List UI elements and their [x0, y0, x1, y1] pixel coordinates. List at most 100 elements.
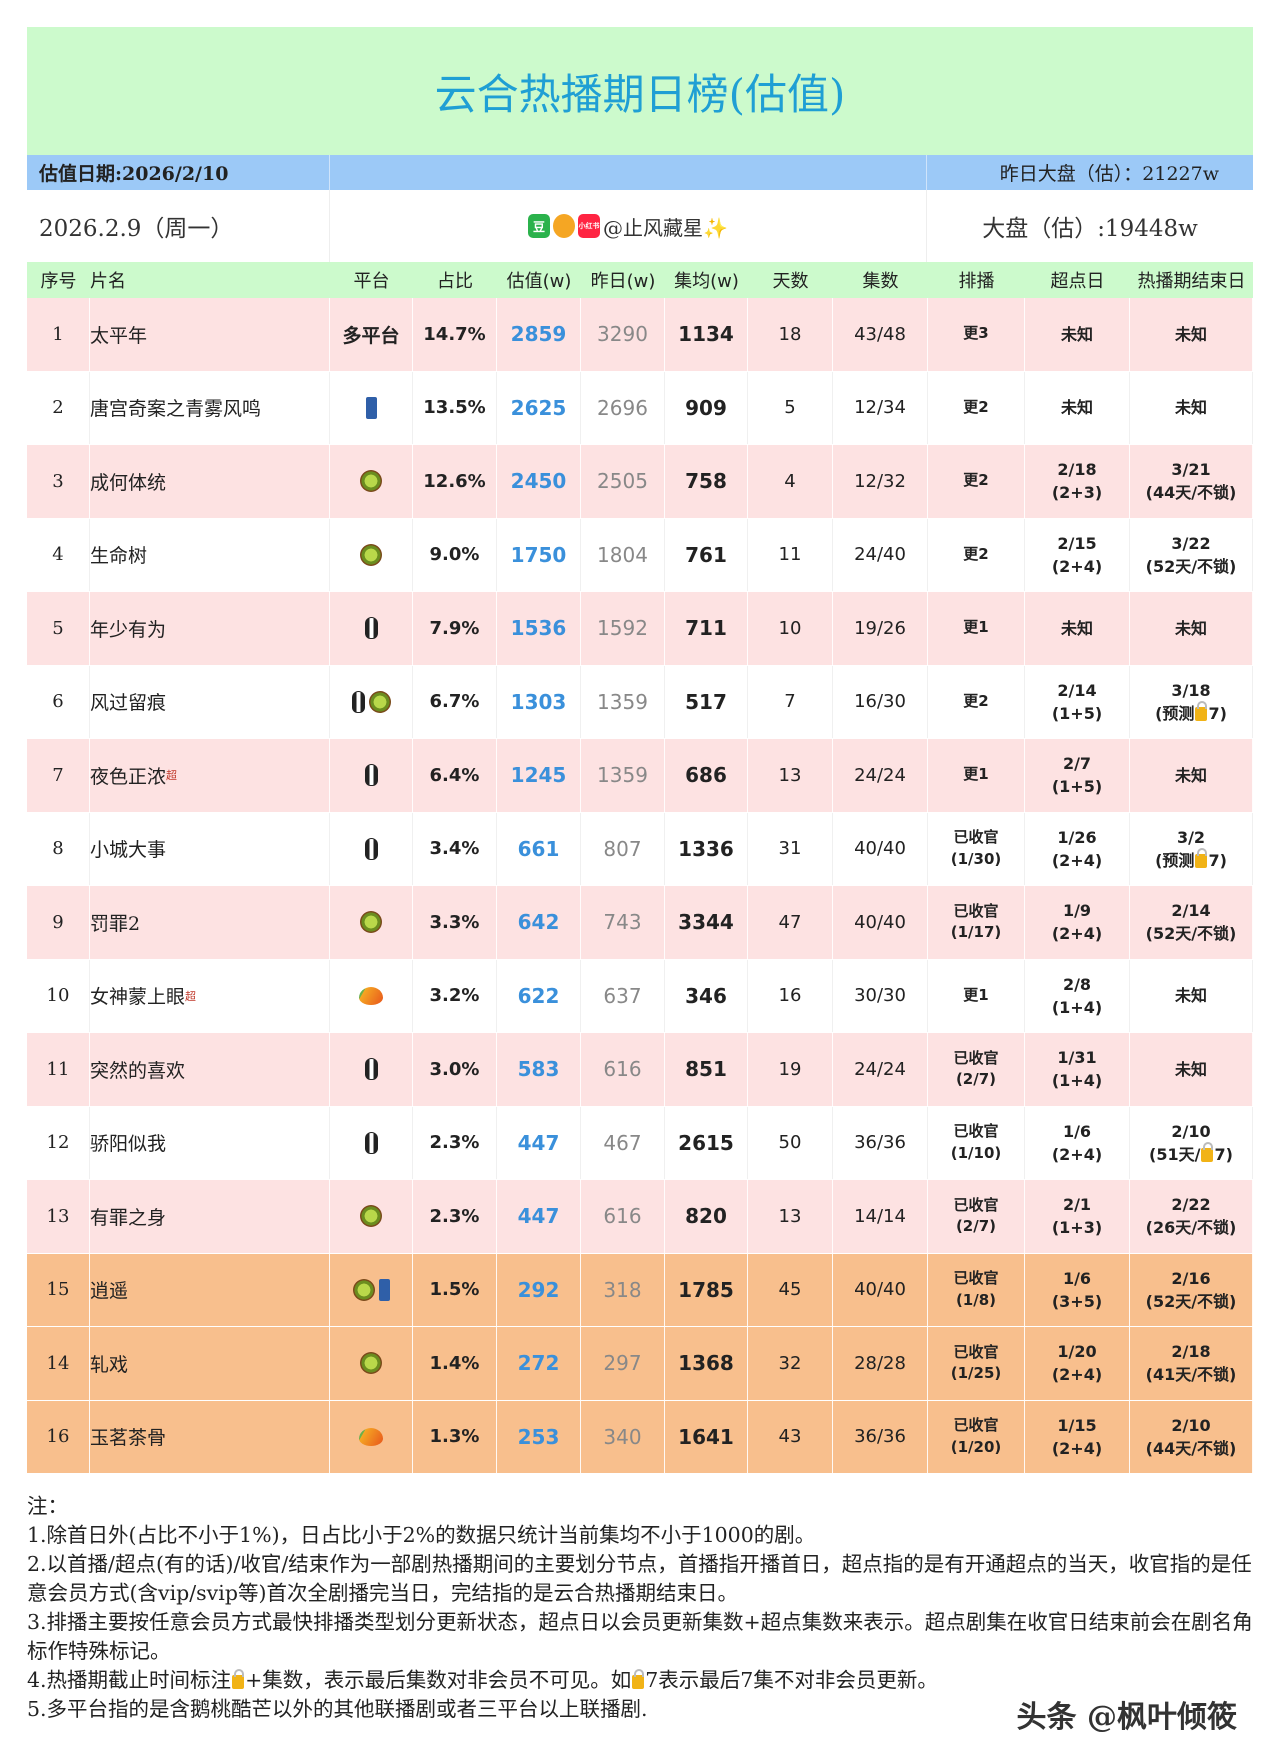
table-row: 12 骄阳似我 2.3% 447 467 2615 50 36/36 已收官 (1/10) 1/6 (…	[27, 1106, 1253, 1180]
value-cell: 642	[497, 886, 581, 959]
super-cell: 2/15 (2+4)	[1025, 518, 1130, 591]
show-title: 成何体统	[90, 471, 167, 494]
yesterday-cell: 2505	[581, 445, 665, 518]
schedule-cell: 已收官 (1/25)	[928, 1327, 1025, 1400]
show-title: 年少有为	[90, 618, 167, 641]
value-cell: 1245	[497, 739, 581, 812]
platform-cell	[330, 371, 413, 444]
table-row: 6 风过留痕 6.7% 1303 1359 517 7 16/30 更2 2/14 (1+5) 3/1…	[27, 665, 1253, 739]
super-line: (2+4)	[1051, 924, 1103, 944]
header-rank: 序号	[40, 271, 77, 292]
rank-cell: 4	[27, 518, 90, 591]
platform-cell: 多平台	[330, 298, 413, 371]
super-line: 1/15	[1057, 1415, 1097, 1435]
super-line: 未知	[1060, 398, 1093, 418]
jeans-icon	[378, 1278, 390, 1301]
kiwi-icon	[368, 690, 391, 713]
penguin-icon	[364, 1131, 378, 1154]
eps-cell: 24/40	[833, 518, 928, 591]
super-line: 2/7	[1062, 754, 1092, 774]
eps-cell: 12/32	[833, 445, 928, 518]
show-title: 小城大事	[90, 839, 167, 862]
note-line: 3.排播主要按任意会员方式最快排播类型划分更新状态，超点日以会员更新集数+超点集…	[27, 1610, 1253, 1663]
rank-cell: 8	[27, 812, 90, 885]
show-title: 轧戏	[90, 1353, 129, 1376]
super-line: 1/26	[1057, 827, 1097, 847]
end-line: 未知	[1174, 986, 1207, 1006]
kiwi-icon	[360, 1352, 382, 1375]
schedule-cell: 更2	[928, 665, 1025, 738]
share-cell: 3.3%	[413, 886, 497, 959]
end-line: (52天/不锁)	[1145, 556, 1237, 576]
super-line: (1+5)	[1051, 703, 1103, 723]
super-cell: 2/7 (1+5)	[1025, 739, 1130, 812]
yesterday-cell: 616	[581, 1180, 665, 1253]
show-title: 风过留痕	[90, 692, 167, 715]
title-cell: 逍遥	[90, 1253, 330, 1326]
kiwi-icon	[360, 470, 382, 493]
title-cell: 夜色正浓超	[90, 739, 330, 812]
table-row: 10 女神蒙上眼超 3.2% 622 637 346 16 30/30 更1 2/8 (1+4) 未知	[27, 959, 1253, 1033]
schedule-cell: 已收官 (2/7)	[928, 1180, 1025, 1253]
yesterday-cell: 340	[581, 1400, 665, 1473]
end-cell: 3/22 (52天/不锁)	[1130, 518, 1253, 591]
end-line: 未知	[1174, 324, 1207, 344]
schedule-cell: 已收官 (1/30)	[928, 812, 1025, 885]
days-cell: 13	[748, 739, 833, 812]
avg-cell: 761	[665, 518, 748, 591]
show-title: 突然的喜欢	[90, 1059, 186, 1082]
header-share: 占比	[437, 271, 473, 292]
end-line: 2/10	[1171, 1121, 1211, 1141]
platform-cell	[330, 1253, 413, 1326]
show-title: 罚罪2	[90, 912, 141, 935]
platform-cell	[330, 1033, 413, 1106]
table-row: 1 太平年 多平台 14.7% 2859 3290 1134 18 43/48 更3 未知 未知	[27, 298, 1253, 372]
end-line: (52天/不锁)	[1145, 1291, 1237, 1311]
kiwi-icon	[360, 543, 382, 566]
yesterday-cell: 743	[581, 886, 665, 959]
end-line: (26天/不锁)	[1145, 1218, 1237, 1238]
douban-icon: 豆	[528, 214, 551, 238]
watermark: 头条 @枫叶倾筱	[1016, 1700, 1237, 1735]
schedule-line: 更3	[963, 324, 989, 343]
value-cell: 2450	[497, 445, 581, 518]
schedule-line: (1/25)	[950, 1364, 1002, 1383]
penguin-icon	[364, 617, 378, 640]
days-cell: 31	[748, 812, 833, 885]
platform-cell	[330, 1400, 413, 1473]
penguin-icon	[364, 837, 378, 860]
super-line: (2+4)	[1051, 556, 1103, 576]
avg-cell: 1641	[665, 1400, 748, 1473]
super-line: 1/9	[1062, 901, 1092, 921]
yesterday-cell: 318	[581, 1253, 665, 1326]
end-cell: 3/18 (预测 7)	[1130, 665, 1253, 738]
schedule-line: 更1	[963, 618, 989, 637]
end-line: (51天/7)	[1149, 1141, 1233, 1164]
end-line: 未知	[1174, 398, 1207, 418]
yesterday-cell: 637	[581, 959, 665, 1032]
table-row: 14 轧戏 1.4% 272 297 1368 32 28/28 已收官 (1/25) 1/20 (2…	[27, 1327, 1253, 1401]
title-cell: 骄阳似我	[90, 1106, 330, 1179]
penguin-icon	[364, 764, 378, 787]
platform-cell	[330, 959, 413, 1032]
avg-cell: 1368	[665, 1327, 748, 1400]
page-title: 云合热播期日榜(估值)	[27, 27, 1253, 155]
lock-icon	[1195, 847, 1208, 868]
end-line: (41天/不锁)	[1145, 1365, 1237, 1385]
schedule-line: (1/10)	[950, 1143, 1002, 1162]
rank-cell: 3	[27, 445, 90, 518]
mango-icon	[359, 1427, 383, 1446]
schedule-line: 更1	[963, 765, 989, 784]
show-title: 生命树	[90, 545, 148, 568]
value-cell: 447	[497, 1180, 581, 1253]
super-line: (1+4)	[1051, 997, 1103, 1017]
super-line: 2/14	[1057, 680, 1097, 700]
author-credit: 豆 微 小红书 @止风藏星✨	[330, 190, 927, 262]
days-cell: 7	[748, 665, 833, 738]
yesterday-cell: 1592	[581, 592, 665, 665]
super-line: 1/6	[1062, 1268, 1092, 1288]
title-cell: 女神蒙上眼超	[90, 959, 330, 1032]
schedule-cell: 更2	[928, 371, 1025, 444]
schedule-cell: 更1	[928, 739, 1025, 812]
end-line: (44天/不锁)	[1145, 1438, 1237, 1458]
